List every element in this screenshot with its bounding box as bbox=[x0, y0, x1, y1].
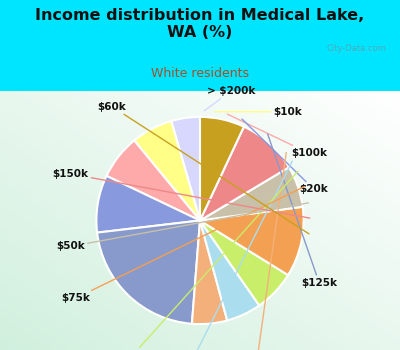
Text: $30k: $30k bbox=[118, 171, 298, 350]
Wedge shape bbox=[200, 127, 289, 220]
Wedge shape bbox=[134, 121, 200, 220]
Wedge shape bbox=[200, 117, 244, 220]
Wedge shape bbox=[192, 220, 227, 324]
Text: $100k: $100k bbox=[228, 114, 327, 158]
Text: White residents: White residents bbox=[151, 67, 249, 80]
Text: $60k: $60k bbox=[98, 102, 309, 234]
Text: Income distribution in Medical Lake,
WA (%): Income distribution in Medical Lake, WA … bbox=[35, 8, 365, 40]
Wedge shape bbox=[171, 117, 200, 220]
Wedge shape bbox=[200, 167, 303, 220]
Text: $40k: $40k bbox=[242, 153, 286, 350]
Text: > $200k: > $200k bbox=[204, 86, 255, 111]
Text: $20k: $20k bbox=[242, 119, 328, 194]
Text: $75k: $75k bbox=[61, 187, 304, 303]
Text: $125k: $125k bbox=[268, 134, 337, 288]
Wedge shape bbox=[200, 220, 288, 306]
Text: $150k: $150k bbox=[52, 169, 310, 218]
Wedge shape bbox=[200, 207, 304, 275]
Wedge shape bbox=[96, 176, 200, 233]
Text: $200k: $200k bbox=[172, 161, 292, 350]
Text: $10k: $10k bbox=[215, 107, 302, 117]
Wedge shape bbox=[106, 140, 200, 220]
Wedge shape bbox=[97, 220, 200, 324]
Wedge shape bbox=[200, 220, 259, 321]
Text: City-Data.com: City-Data.com bbox=[327, 44, 386, 54]
Text: $50k: $50k bbox=[56, 203, 308, 251]
